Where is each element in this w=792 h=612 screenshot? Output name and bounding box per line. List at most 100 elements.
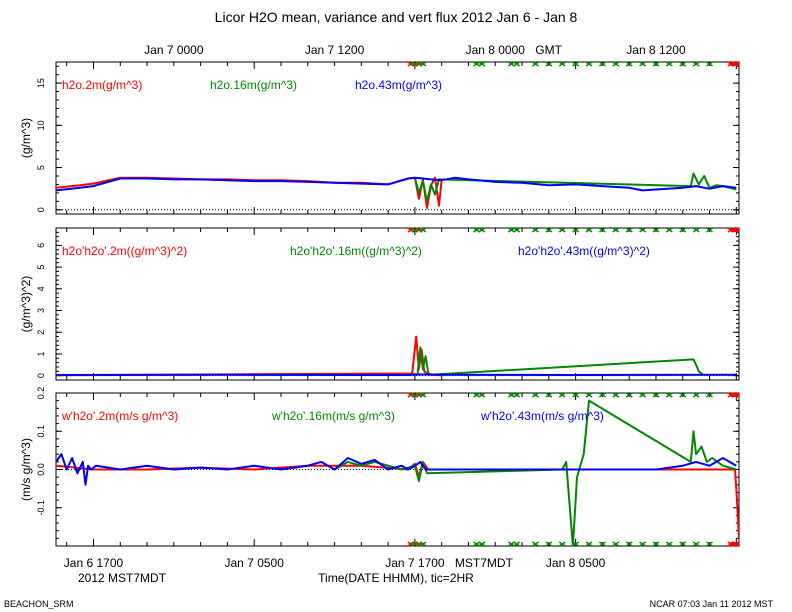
y-axis-label: (m/s g/m^3) [19,438,33,501]
out-of-range-marker [585,227,593,233]
out-of-range-marker [625,541,633,547]
series-line-43m [56,176,737,192]
out-of-range-marker [598,61,606,67]
out-of-range-marker [665,61,673,67]
out-of-range-marker [513,541,521,547]
out-of-range-marker [598,392,606,398]
series-line-2m [56,460,739,539]
out-of-range-marker [473,61,480,67]
out-of-range-marker [419,392,427,398]
out-of-range-marker [558,61,566,67]
legend-entry: w'h2o'.2m(m/s g/m^3) [61,409,178,423]
bottom-tick-label: Jan 8 0500 [546,556,606,570]
out-of-range-marker [478,61,486,67]
out-of-range-marker [478,392,486,398]
out-of-range-marker [692,61,700,67]
out-of-range-marker [419,227,427,233]
top-tick-label: Jan 7 0000 [144,43,204,57]
out-of-range-marker [612,392,620,398]
top-axis-timezone: GMT [535,43,562,57]
y-tick-label: 10 [36,120,46,130]
out-of-range-marker [419,541,427,547]
out-of-range-marker [478,227,486,233]
series-line-16m [413,172,737,203]
out-of-range-marker [692,541,700,547]
out-of-range-marker [585,392,593,398]
out-of-range-marker [679,392,687,398]
out-of-range-marker [558,541,566,547]
series-line-16m [416,346,704,376]
plot-frame [55,227,740,381]
out-of-range-marker [545,61,553,67]
out-of-range-marker [558,227,566,233]
series-line-16m [334,399,737,546]
out-of-range-marker [612,227,620,233]
out-of-range-marker [706,541,713,547]
out-of-range-marker [679,227,687,233]
out-of-range-marker [679,541,687,547]
out-of-range-marker [639,392,646,398]
y-tick-label: 15 [36,78,46,88]
out-of-range-marker [473,392,480,398]
out-of-range-marker [585,541,593,547]
footer-left: BEACHON_SRM [4,599,74,609]
y-tick-label: 0 [36,373,46,378]
panel-mean: 0 5 10 15 (g/m^3) h2o.2m(g/m^3) h2o.16m(g/m^3)… [19,61,740,215]
footer-right: NCAR 07:03 Jan 11 2012 MST [650,599,774,609]
out-of-range-marker [411,541,419,547]
out-of-range-marker [639,227,646,233]
top-tick-label: Jan 8 1200 [626,43,686,57]
bottom-tick-label: Jan 6 1700 [64,556,124,570]
y-tick-label: 4 [36,286,46,291]
series-line-2m [56,176,443,210]
out-of-range-marker [419,61,427,67]
out-of-range-band [730,393,739,397]
out-of-range-marker [692,392,700,398]
y-axis-label: (g/m^3) [19,118,33,158]
legend-entry: h2o.2m(g/m^3) [62,78,142,92]
out-of-range-marker [598,227,606,233]
x-axis-label: Time(DATE HHMM), tic=2HR [318,571,474,585]
out-of-range-marker [532,392,539,398]
y-tick-label: 0.2 [36,387,46,400]
series-line-43m [56,453,737,486]
out-of-range-marker [572,61,580,67]
out-of-range-marker [513,392,521,398]
y-axis-label: (g/m^3)^2) [19,276,33,333]
legend-entry: h2o'h2o'.43m((g/m^3)^2) [518,244,650,258]
out-of-range-marker [665,541,673,547]
out-of-range-marker [507,227,515,233]
out-of-range-marker [473,227,480,233]
out-of-range-marker [639,61,646,67]
legend-entry: h2o'h2o'.16m((g/m^3)^2) [290,244,422,258]
out-of-range-marker [545,541,553,547]
panel-variance: 0 1 2 3 4 5 6 (g/m^3)^2) h2o'h2o'.2m((g/m^3)^2) h… [19,227,740,381]
bottom-year-label: 2012 MST7MDT [78,571,167,585]
out-of-range-marker [652,392,660,398]
series-line-2m [56,335,442,377]
out-of-range-marker [706,392,713,398]
out-of-range-marker [625,392,633,398]
out-of-range-marker [625,61,633,67]
out-of-range-marker [507,392,515,398]
out-of-range-marker [665,227,673,233]
chart-title: Licor H2O mean, variance and vert flux 2… [215,9,578,25]
out-of-range-marker [478,541,486,547]
out-of-range-marker [411,392,419,398]
top-tick-label: Jan 8 0000 [466,43,526,57]
top-tick-label: Jan 7 1200 [305,43,365,57]
out-of-range-marker [473,541,480,547]
legend-entry: h2o'h2o'.2m((g/m^3)^2) [62,244,187,258]
out-of-range-marker [625,227,633,233]
out-of-range-marker [411,227,419,233]
top-time-axis: Jan 7 0000 Jan 7 1200 Jan 8 0000 Jan 8 1200… [144,43,686,57]
out-of-range-marker [507,61,515,67]
out-of-range-marker [572,392,580,398]
out-of-range-marker [639,541,646,547]
y-tick-label: 3 [36,308,46,313]
out-of-range-marker [652,541,660,547]
y-tick-label: 2 [36,330,46,335]
y-tick-label: -0.1 [36,500,46,516]
y-tick-label: 5 [36,265,46,270]
